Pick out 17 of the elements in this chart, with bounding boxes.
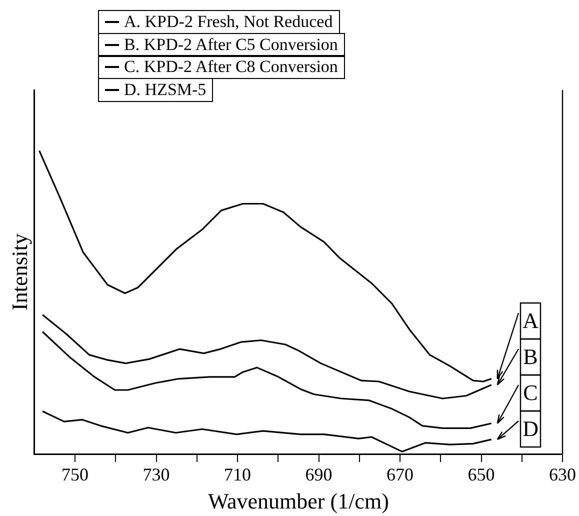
y-axis-title: Intensity bbox=[6, 234, 32, 310]
x-tick-label: 690 bbox=[305, 464, 332, 485]
legend-label: D. HZSM-5 bbox=[124, 80, 206, 100]
x-axis-title: Wavenumber (1/cm) bbox=[208, 488, 389, 514]
x-tick-label: 710 bbox=[224, 464, 252, 485]
legend-label: B. KPD-2 After C5 Conversion bbox=[124, 34, 338, 54]
x-tick-label: 650 bbox=[468, 464, 495, 485]
x-tick-label: 670 bbox=[386, 464, 414, 485]
x-tick-label: 750 bbox=[62, 464, 89, 485]
annotation: A bbox=[522, 308, 539, 333]
annotation: C bbox=[523, 380, 538, 405]
legend-label: C. KPD-2 After C8 Conversion bbox=[124, 57, 338, 77]
annotation: B bbox=[523, 344, 538, 369]
x-tick-label: 730 bbox=[142, 464, 170, 485]
annotation: D bbox=[522, 416, 538, 441]
x-tick-label: 630 bbox=[549, 464, 576, 485]
legend-label: A. KPD-2 Fresh, Not Reduced bbox=[124, 12, 333, 32]
